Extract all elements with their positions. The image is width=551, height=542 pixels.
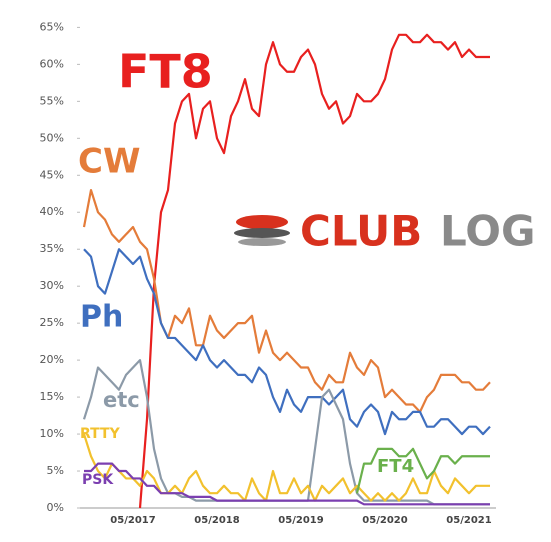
y-tick-label: 60% (40, 57, 64, 70)
x-tick-label: 05/2020 (362, 515, 407, 526)
y-tick-label: 10% (40, 427, 64, 440)
y-tick-label: 40% (40, 205, 64, 218)
series-label: FT4 (377, 456, 414, 477)
series-line (82, 433, 490, 502)
y-tick-label: 25% (40, 316, 64, 329)
series-line (84, 462, 490, 506)
series-line (83, 248, 491, 436)
logo-text: CLUB (300, 207, 422, 256)
y-tick-label: 50% (40, 131, 64, 144)
x-tick-label: 05/2017 (110, 515, 155, 526)
logo-text: LOG (440, 207, 535, 256)
x-tick-label: 05/2021 (446, 515, 491, 526)
series-label: CW (78, 142, 140, 182)
series-label: FT8 (118, 45, 213, 99)
logo-swoosh (238, 238, 286, 246)
series-label: PSK (82, 472, 114, 488)
series-line (138, 33, 490, 509)
series-label: etc (103, 388, 140, 412)
y-tick-label: 20% (40, 353, 64, 366)
x-tick-label: 05/2019 (278, 515, 323, 526)
logo-swoosh (236, 215, 288, 229)
series-line (82, 188, 491, 413)
y-tick-label: 45% (40, 168, 64, 181)
series-label: RTTY (80, 426, 121, 442)
series-line (355, 447, 490, 494)
y-tick-label: 65% (40, 20, 64, 33)
y-tick-label: 35% (40, 242, 64, 255)
y-tick-label: 30% (40, 279, 64, 292)
logo: CLUB LOG (234, 207, 535, 256)
series-label: Ph (80, 300, 123, 335)
x-tick-label: 05/2018 (194, 515, 239, 526)
y-tick-label: 55% (40, 94, 64, 107)
y-tick-label: 15% (40, 390, 64, 403)
y-tick-label: 5% (47, 464, 64, 477)
y-tick-label: 0% (47, 501, 64, 514)
logo-swoosh (234, 228, 290, 238)
